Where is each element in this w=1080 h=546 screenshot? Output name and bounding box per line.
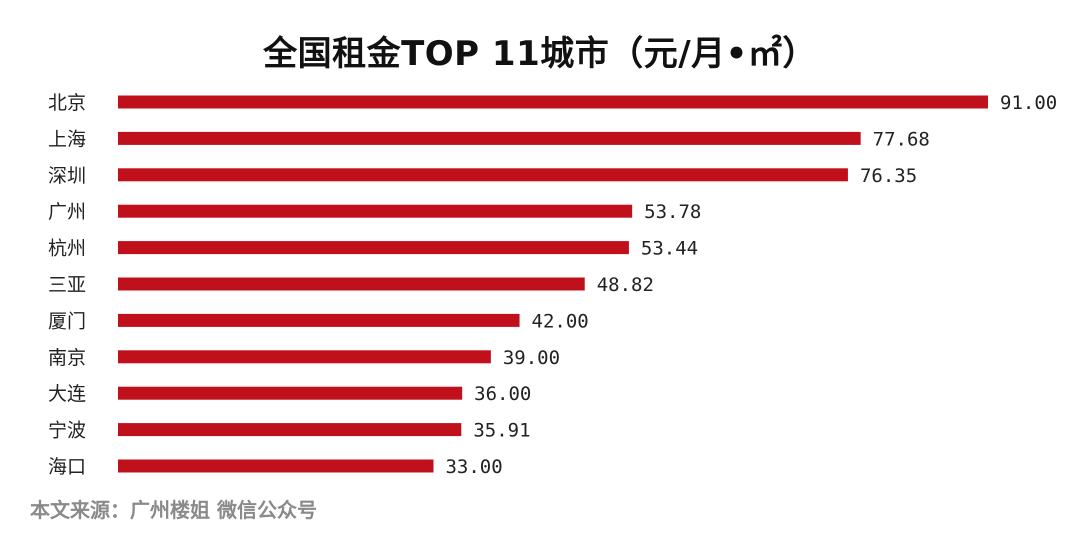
value-label: 39.00 (503, 347, 560, 369)
bar (118, 459, 434, 473)
value-label: 33.00 (445, 456, 502, 478)
value-label: 77.68 (873, 128, 930, 150)
bars-group: 北京 91.00 上海 77.68 深圳 76.35 广州 53.78 杭州 53.44 三亚 48.… (48, 92, 1057, 478)
category-label: 上海 (48, 128, 86, 150)
value-label: 48.82 (597, 274, 654, 296)
bar (118, 131, 861, 145)
bar (118, 350, 491, 364)
value-label: 53.78 (644, 201, 701, 223)
value-label: 53.44 (641, 238, 698, 260)
category-label: 大连 (48, 383, 86, 405)
bar (118, 241, 629, 255)
category-label: 宁波 (48, 420, 86, 442)
category-label: 北京 (48, 92, 86, 114)
bar (118, 277, 585, 291)
bar (118, 168, 848, 182)
value-label: 42.00 (532, 310, 589, 332)
value-label: 76.35 (860, 165, 917, 187)
category-label: 南京 (48, 347, 86, 369)
category-label: 深圳 (48, 165, 86, 187)
bar (118, 386, 463, 400)
value-label: 36.00 (474, 383, 531, 405)
category-label: 三亚 (48, 274, 86, 296)
value-label: 35.91 (473, 420, 530, 442)
category-label: 海口 (48, 456, 86, 478)
category-label: 杭州 (48, 238, 86, 260)
source-note: 本文来源：广州楼姐 微信公众号 (30, 498, 317, 522)
category-label: 广州 (48, 201, 86, 223)
bar (118, 313, 520, 327)
bar (118, 204, 633, 218)
category-label: 厦门 (48, 310, 86, 332)
value-label: 91.00 (1000, 92, 1057, 114)
bar (118, 95, 988, 109)
chart-title: 全国租金TOP 11城市（元/月•㎡） (263, 34, 817, 74)
bar (118, 423, 462, 437)
